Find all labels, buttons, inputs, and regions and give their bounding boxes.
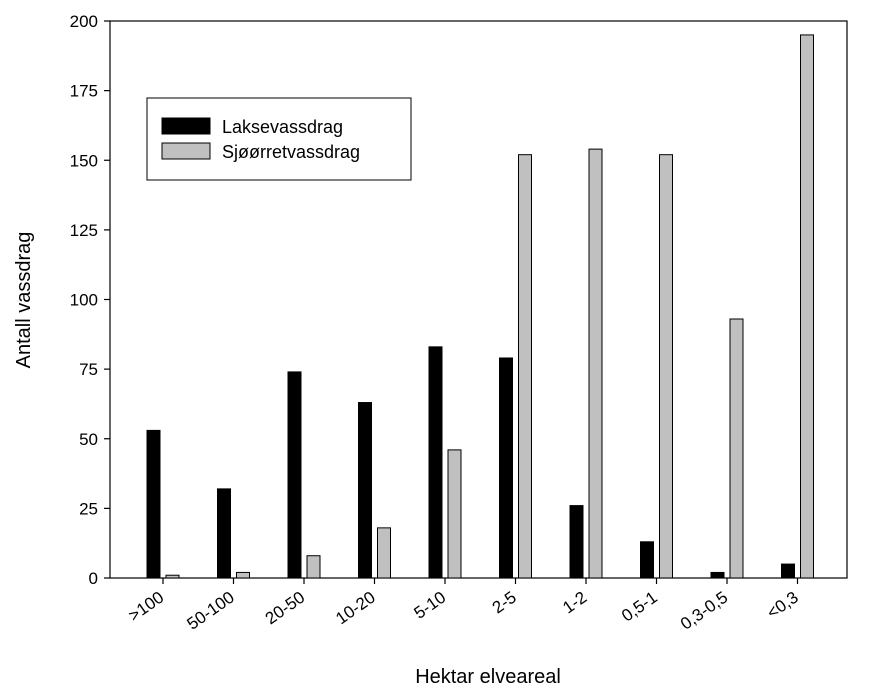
bar-laksevassdrag: [428, 346, 443, 579]
y-tick-label: 100: [70, 291, 98, 310]
bar-sjoorretvassdrag: [306, 555, 321, 579]
legend-label-laksevassdrag: Laksevassdrag: [222, 117, 343, 137]
bar-laksevassdrag: [146, 429, 161, 579]
x-tick-label: >100: [125, 588, 167, 626]
y-axis-title: Antall vassdrag: [13, 232, 35, 369]
bar-sjoorretvassdrag: [659, 154, 673, 579]
bar-laksevassdrag: [499, 357, 513, 579]
legend-label-sjoorretvassdrag: Sjøørretvassdrag: [222, 142, 360, 162]
y-tick-label: 200: [70, 12, 98, 31]
legend-box: [146, 97, 412, 181]
x-tick-label: 1-2: [559, 588, 590, 618]
bar-sjoorretvassdrag: [588, 148, 603, 579]
bars: [146, 34, 814, 579]
bar-laksevassdrag: [217, 488, 231, 579]
bar-sjoorretvassdrag: [800, 34, 814, 579]
bar-sjoorretvassdrag: [236, 571, 250, 579]
y-tick-label: 125: [70, 221, 98, 240]
y-tick-label: 75: [79, 360, 98, 379]
x-tick-label: 2-5: [489, 588, 520, 618]
x-axis: >100 50-100 20-50 10-20 5-10 2-5 1-2 0,5-1 0,3-0…: [125, 578, 802, 634]
bar-sjoorretvassdrag: [165, 574, 180, 579]
legend-swatch-laksevassdrag: [161, 117, 211, 135]
x-tick-label: 0,5-1: [618, 588, 661, 626]
bar-sjoorretvassdrag: [729, 318, 744, 579]
x-tick-label: <0,3: [763, 588, 801, 623]
y-tick-label: 150: [70, 151, 98, 170]
bar-laksevassdrag: [358, 402, 372, 579]
y-tick-label: 25: [79, 499, 98, 518]
y-tick-label: 175: [70, 82, 98, 101]
x-axis-title: Hektar elveareal: [415, 666, 561, 688]
bar-sjoorretvassdrag: [518, 154, 532, 579]
bar-laksevassdrag: [710, 571, 725, 579]
x-tick-label: 50-100: [184, 588, 238, 634]
bar-laksevassdrag: [781, 563, 795, 579]
x-tick-label: 0,3-0,5: [677, 588, 731, 634]
bar-laksevassdrag: [287, 371, 302, 579]
x-tick-label: 5-10: [411, 588, 450, 623]
bar-laksevassdrag: [640, 541, 654, 579]
x-tick-label: 20-50: [262, 588, 309, 629]
y-axis: 0 25 50 75 100 125 150 175 200: [70, 12, 110, 588]
bar-sjoorretvassdrag: [377, 527, 391, 579]
y-tick-label: 50: [79, 430, 98, 449]
legend: Laksevassdrag Sjøørretvassdrag: [146, 97, 412, 181]
legend-swatch-sjoorretvassdrag: [161, 142, 211, 160]
bar-sjoorretvassdrag: [447, 449, 462, 579]
bar-laksevassdrag: [569, 505, 584, 579]
y-tick-label: 0: [89, 569, 98, 588]
x-tick-label: 10-20: [332, 588, 379, 629]
